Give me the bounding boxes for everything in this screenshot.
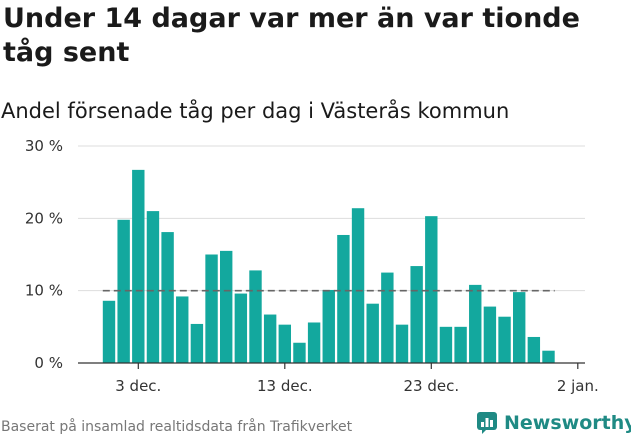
y-tick-label: 10 %: [25, 282, 63, 300]
y-axis-ticks: 0 % 10 % 20 % 30 %: [25, 137, 63, 372]
bar: [439, 326, 453, 363]
x-tick-label: 13 dec.: [257, 377, 313, 395]
bar: [469, 284, 482, 363]
bar: [190, 323, 204, 363]
chart-title: Under 14 dagar var mer än var tionde tåg…: [3, 3, 580, 68]
bar: [249, 270, 262, 363]
brand-name: Newsworthy: [504, 412, 631, 434]
bar: [102, 300, 116, 363]
bar: [205, 254, 218, 363]
bar: [161, 232, 174, 363]
bar: [132, 169, 145, 363]
bar: [542, 350, 555, 363]
brand: Newsworthy: [476, 410, 631, 436]
bar: [513, 292, 526, 363]
bar: [322, 289, 335, 363]
bar: [498, 316, 511, 363]
bar: [146, 211, 160, 363]
bar: [483, 306, 497, 363]
bar: [263, 314, 277, 363]
y-tick-label: 30 %: [25, 137, 63, 155]
bar: [527, 336, 541, 363]
bar: [410, 266, 423, 363]
bar: [293, 342, 306, 363]
bar: [395, 324, 409, 363]
bar: [307, 322, 321, 363]
bar: [220, 250, 233, 363]
x-tick-label: 2 jan.: [557, 377, 599, 395]
x-axis-ticks: 3 dec. 13 dec. 23 dec. 2 jan.: [78, 362, 599, 395]
bar: [351, 208, 365, 363]
bars: [102, 169, 555, 363]
x-tick-label: 23 dec.: [403, 377, 459, 395]
bar: [234, 293, 248, 363]
x-tick-label: 3 dec.: [115, 377, 161, 395]
bar: [278, 324, 291, 363]
bar: [454, 326, 467, 363]
chart-subtitle: Andel försenade tåg per dag i Västerås k…: [1, 99, 510, 123]
y-tick-label: 20 %: [25, 209, 63, 227]
bar-chart: 0 % 10 % 20 % 30 % 3 dec. 13 dec. 23 dec. 2 ja…: [25, 137, 599, 395]
bar: [425, 216, 438, 363]
bar: [176, 296, 189, 363]
bar: [381, 272, 394, 363]
y-tick-label: 0 %: [34, 354, 63, 372]
newsworthy-logo-icon: [477, 412, 497, 434]
bar: [117, 219, 130, 363]
bar: [366, 303, 379, 363]
source-note: Baserat på insamlad realtidsdata från Tr…: [1, 419, 353, 435]
bar: [337, 234, 350, 363]
